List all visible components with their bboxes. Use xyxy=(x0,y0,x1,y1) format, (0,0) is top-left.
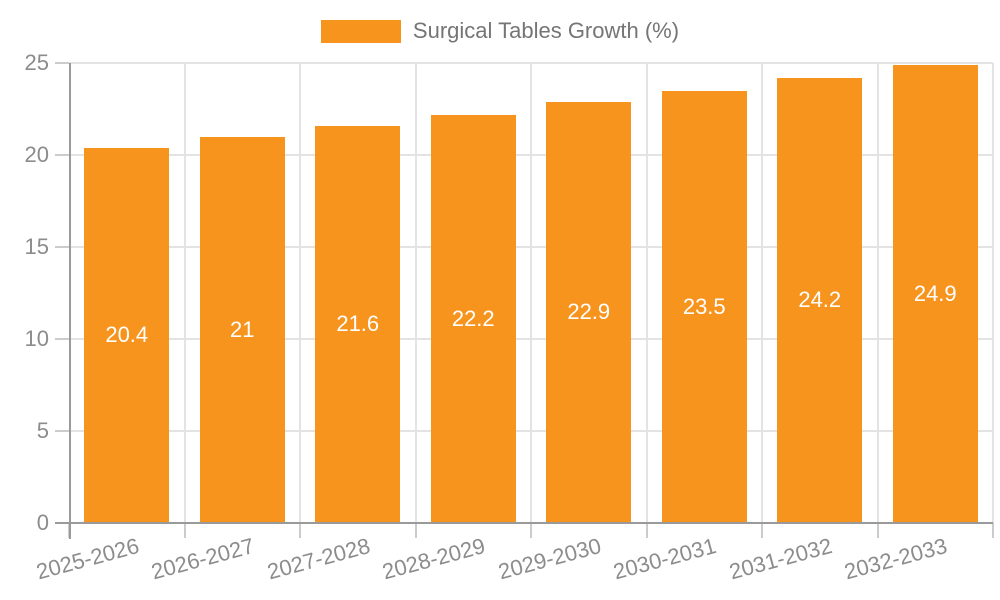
y-axis-tick-label: 0 xyxy=(36,510,49,535)
y-axis-tick-label: 20 xyxy=(24,142,49,167)
bar-value-label: 24.2 xyxy=(798,287,842,313)
x-tick-mark xyxy=(183,523,186,538)
bar-value-label: 23.5 xyxy=(682,293,726,319)
x-tick-mark xyxy=(992,523,994,538)
legend-swatch-icon xyxy=(320,19,401,43)
x-axis-line xyxy=(55,522,993,524)
y-tick-mark xyxy=(55,338,69,340)
x-tick-mark xyxy=(876,523,879,538)
x-gridline xyxy=(992,63,994,523)
bar-value-label: 20.4 xyxy=(105,322,149,348)
y-tick-mark xyxy=(55,430,69,432)
x-axis-tick-label: 2028-2029 xyxy=(379,533,488,585)
x-gridline xyxy=(530,63,532,523)
x-gridline xyxy=(183,63,186,523)
plot-area: 20.4 21 21.6 22.2 22.9 23.5 24.2 24.9 xyxy=(69,62,994,523)
bar-value-label: 21.6 xyxy=(336,311,380,337)
bar[interactable]: 20.4 xyxy=(84,147,170,523)
x-axis-tick-label: 2029-2030 xyxy=(495,533,604,585)
y-axis-tick-label: 15 xyxy=(24,234,49,259)
bar[interactable]: 22.9 xyxy=(546,101,632,523)
bar[interactable]: 23.5 xyxy=(661,90,747,523)
bar[interactable]: 21.6 xyxy=(315,125,401,523)
x-tick-mark xyxy=(299,523,301,538)
y-tick-mark xyxy=(55,154,69,156)
x-axis-tick-label: 2026-2027 xyxy=(148,533,257,585)
x-tick-mark xyxy=(530,523,532,538)
bar-value-label: 24.9 xyxy=(913,280,957,306)
y-axis-tick-label: 5 xyxy=(36,418,49,443)
y-axis-tick-label: 10 xyxy=(24,326,49,351)
y-axis-tick-label: 25 xyxy=(24,50,49,75)
x-axis-tick-label: 2027-2028 xyxy=(264,533,373,585)
legend[interactable]: Surgical Tables Growth (%) xyxy=(0,18,1000,44)
bar-value-label: 22.2 xyxy=(451,305,495,331)
x-axis-tick-label: 2025-2026 xyxy=(33,533,142,585)
bar[interactable]: 24.2 xyxy=(777,77,863,523)
bar[interactable]: 24.9 xyxy=(892,64,978,523)
x-gridline xyxy=(761,63,763,523)
y-axis-line xyxy=(69,63,71,539)
x-tick-mark xyxy=(645,523,648,538)
x-gridline xyxy=(645,63,648,523)
x-gridline xyxy=(299,63,301,523)
x-axis-tick-label: 2030-2031 xyxy=(610,533,719,585)
legend-label: Surgical Tables Growth (%) xyxy=(412,18,680,43)
x-axis-tick-label: 2032-2033 xyxy=(841,533,950,585)
bar-value-label: 21 xyxy=(230,316,255,342)
y-tick-mark xyxy=(55,62,69,64)
x-tick-mark xyxy=(761,523,763,538)
x-gridline xyxy=(414,63,417,523)
x-axis-tick-label: 2031-2032 xyxy=(726,533,835,585)
bar-value-label: 22.9 xyxy=(567,299,611,325)
bar[interactable]: 21 xyxy=(199,136,285,523)
x-tick-mark xyxy=(414,523,417,538)
x-gridline xyxy=(876,63,879,523)
bar[interactable]: 22.2 xyxy=(430,114,516,523)
y-tick-mark xyxy=(55,246,69,248)
